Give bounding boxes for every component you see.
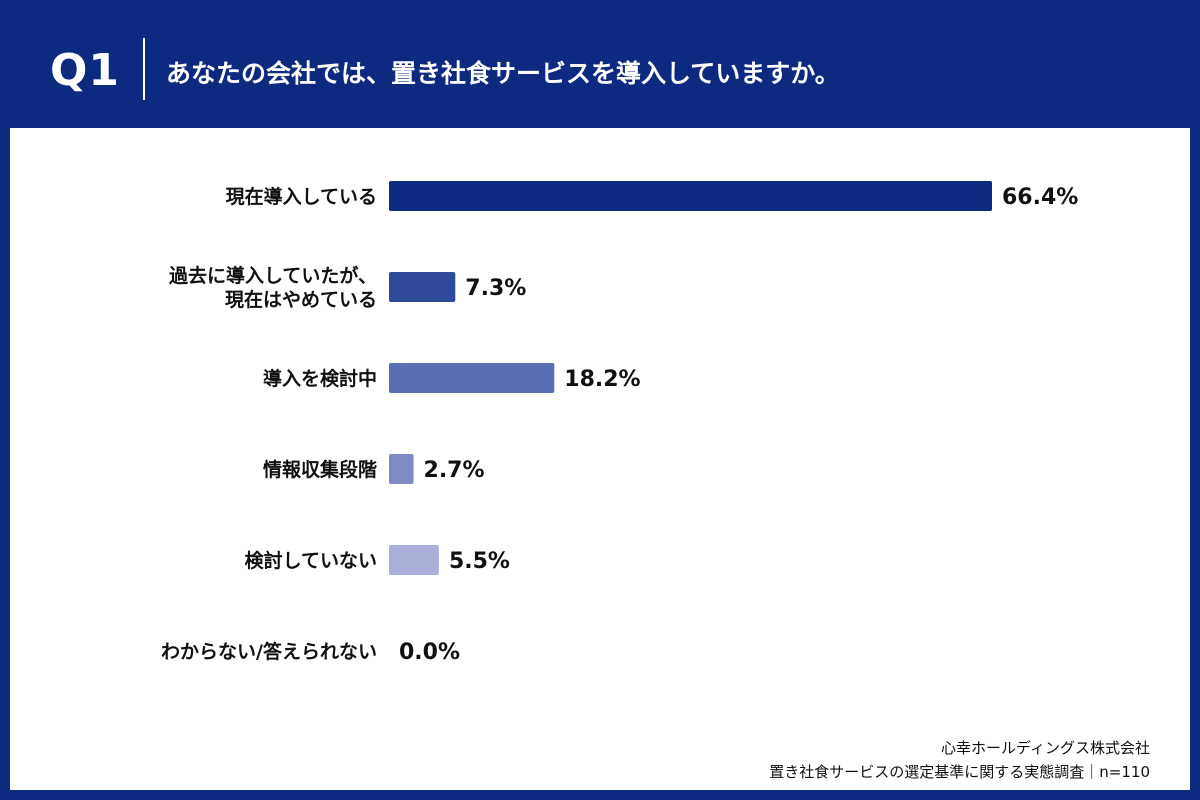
value-label: 0.0% — [399, 640, 460, 665]
category-label: 導入を検討中 — [263, 367, 377, 390]
bar — [389, 454, 414, 484]
bar — [389, 181, 992, 211]
question-title: あなたの会社では、置き社食サービスを導入していますか。 — [166, 59, 840, 88]
value-label: 66.4% — [1002, 185, 1078, 210]
value-label: 18.2% — [564, 367, 640, 392]
header-divider — [143, 38, 145, 100]
category-label: 過去に導入していたが、現在はやめている — [169, 264, 377, 311]
bar — [389, 363, 555, 393]
category-label: 現在導入している — [226, 185, 377, 208]
footer-company: 心幸ホールディングス株式会社 — [941, 739, 1150, 757]
question-number: Q1 — [50, 45, 121, 96]
bar — [389, 545, 439, 575]
header-bar: Q1 あなたの会社では、置き社食サービスを導入していますか。 — [0, 0, 1200, 128]
category-label: 情報収集段階 — [263, 458, 377, 481]
value-label: 7.3% — [465, 276, 526, 301]
value-label: 2.7% — [424, 458, 485, 483]
bar-chart: 現在導入している 66.4% 過去に導入していたが、現在はやめている 7.3% 導入を検… — [161, 181, 1078, 665]
footer-credit: 心幸ホールディングス株式会社 置き社食サービスの選定基準に関する実態調査｜n=1… — [769, 736, 1150, 784]
footer-survey: 置き社食サービスの選定基準に関する実態調査｜n=110 — [769, 763, 1150, 781]
chart-panel: 現在導入している 66.4% 過去に導入していたが、現在はやめている 7.3% 導入を検… — [10, 128, 1190, 790]
category-label: 検討していない — [245, 549, 377, 572]
category-label: わからない/答えられない — [161, 640, 377, 663]
value-label: 5.5% — [449, 549, 510, 574]
bar — [389, 272, 456, 302]
